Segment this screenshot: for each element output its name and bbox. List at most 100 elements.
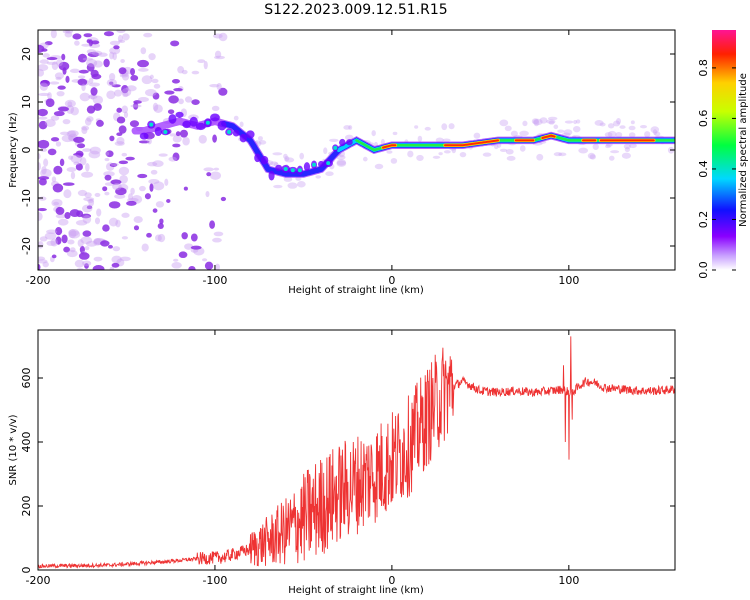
halo-blob [594, 119, 604, 126]
noise-blob [126, 200, 137, 206]
snr-frame [37, 329, 676, 571]
halo-blob [522, 120, 528, 127]
noise-blob [168, 95, 179, 104]
ridge-blob [268, 170, 275, 181]
halo-blob [297, 181, 306, 188]
noise-blob [87, 51, 100, 58]
halo-blob [553, 124, 559, 130]
halo-blob [299, 152, 305, 160]
noise-blob [39, 59, 49, 64]
halo-blob [348, 125, 353, 130]
noise-blob [55, 227, 63, 236]
noise-blob [137, 173, 148, 179]
noise-blob [51, 176, 57, 183]
halo-blob [273, 184, 283, 189]
noise-blob [69, 209, 80, 218]
snr-marks [38, 336, 675, 569]
ridge-blob [139, 132, 149, 140]
noise-blob [113, 45, 120, 50]
snr-ytick-label: 0 [20, 567, 33, 574]
halo-blob [573, 125, 581, 133]
noise-blob [144, 89, 157, 97]
halo-blob [605, 144, 611, 149]
noise-blob [59, 131, 70, 136]
noise-blob [149, 74, 154, 80]
halo-blob [519, 130, 529, 137]
halo-blob [505, 148, 514, 155]
noise-blob [118, 166, 130, 176]
noise-blob [82, 230, 92, 237]
noise-blob [77, 239, 84, 248]
noise-blob [82, 214, 92, 224]
noise-blob [123, 111, 129, 118]
noise-blob [188, 265, 196, 270]
spectrogram-xlabel: Height of straight line (km) [288, 285, 424, 296]
ridge-blob [154, 126, 163, 137]
noise-blob [121, 152, 128, 157]
noise-blob [86, 116, 94, 122]
snr-xtick-label: 100 [558, 574, 579, 587]
noise-blob [121, 212, 130, 218]
halo-blob [329, 138, 339, 142]
noise-blob [104, 191, 110, 196]
noise-blob [69, 247, 76, 253]
noise-blob [50, 137, 60, 142]
noise-blob [81, 126, 88, 135]
noise-blob [64, 212, 71, 220]
noise-blob [172, 135, 182, 143]
noise-blob [61, 53, 66, 61]
noise-blob [86, 49, 97, 55]
noise-blob [209, 220, 216, 229]
halo-blob [539, 117, 548, 124]
halo-blob [269, 161, 279, 166]
noise-blob [115, 187, 127, 196]
noise-blob [57, 106, 69, 112]
noise-blob [144, 193, 151, 200]
noise-blob [84, 263, 89, 269]
noise-blob [178, 98, 184, 105]
halo-blob [448, 123, 455, 130]
noise-blob [181, 69, 188, 75]
noise-blob [90, 87, 98, 96]
noise-blob [38, 44, 45, 53]
noise-blob [66, 105, 75, 114]
noise-blob [49, 81, 60, 85]
noise-blob [137, 59, 149, 68]
noise-blob [218, 87, 228, 96]
noise-blob [190, 245, 202, 250]
halo-blob [587, 152, 596, 160]
noise-blob [38, 116, 48, 120]
noise-blob [108, 201, 121, 209]
halo-blob [417, 135, 423, 142]
ridge-blob [318, 160, 325, 168]
noise-blob [212, 237, 222, 243]
colorbar-tick-label: 0.4 [697, 160, 710, 178]
halo-blob [438, 152, 443, 156]
halo-blob [284, 156, 290, 162]
noise-blob [91, 50, 103, 56]
noise-blob [191, 70, 200, 75]
noise-blob [54, 72, 64, 80]
noise-blob [137, 67, 149, 72]
spectrogram-ytick-label: 10 [20, 95, 33, 109]
noise-blob [197, 59, 206, 64]
noise-blob [109, 266, 115, 270]
noise-blob [82, 260, 92, 267]
halo-blob [506, 155, 516, 161]
spectrogram-marks [38, 30, 675, 270]
noise-blob [68, 229, 77, 239]
ridge-blob [168, 114, 177, 124]
noise-blob [122, 91, 129, 98]
halo-blob [510, 130, 518, 137]
ridge-core [283, 166, 288, 171]
noise-blob [76, 267, 84, 270]
noise-blob [40, 147, 48, 152]
ridge-blob [303, 162, 311, 172]
noise-blob [120, 58, 125, 64]
ridge-blob [217, 120, 227, 131]
ridge-core [227, 130, 232, 135]
noise-blob [141, 75, 153, 85]
halo-blob [613, 120, 621, 127]
noise-blob [40, 168, 52, 178]
halo-blob [532, 118, 543, 126]
